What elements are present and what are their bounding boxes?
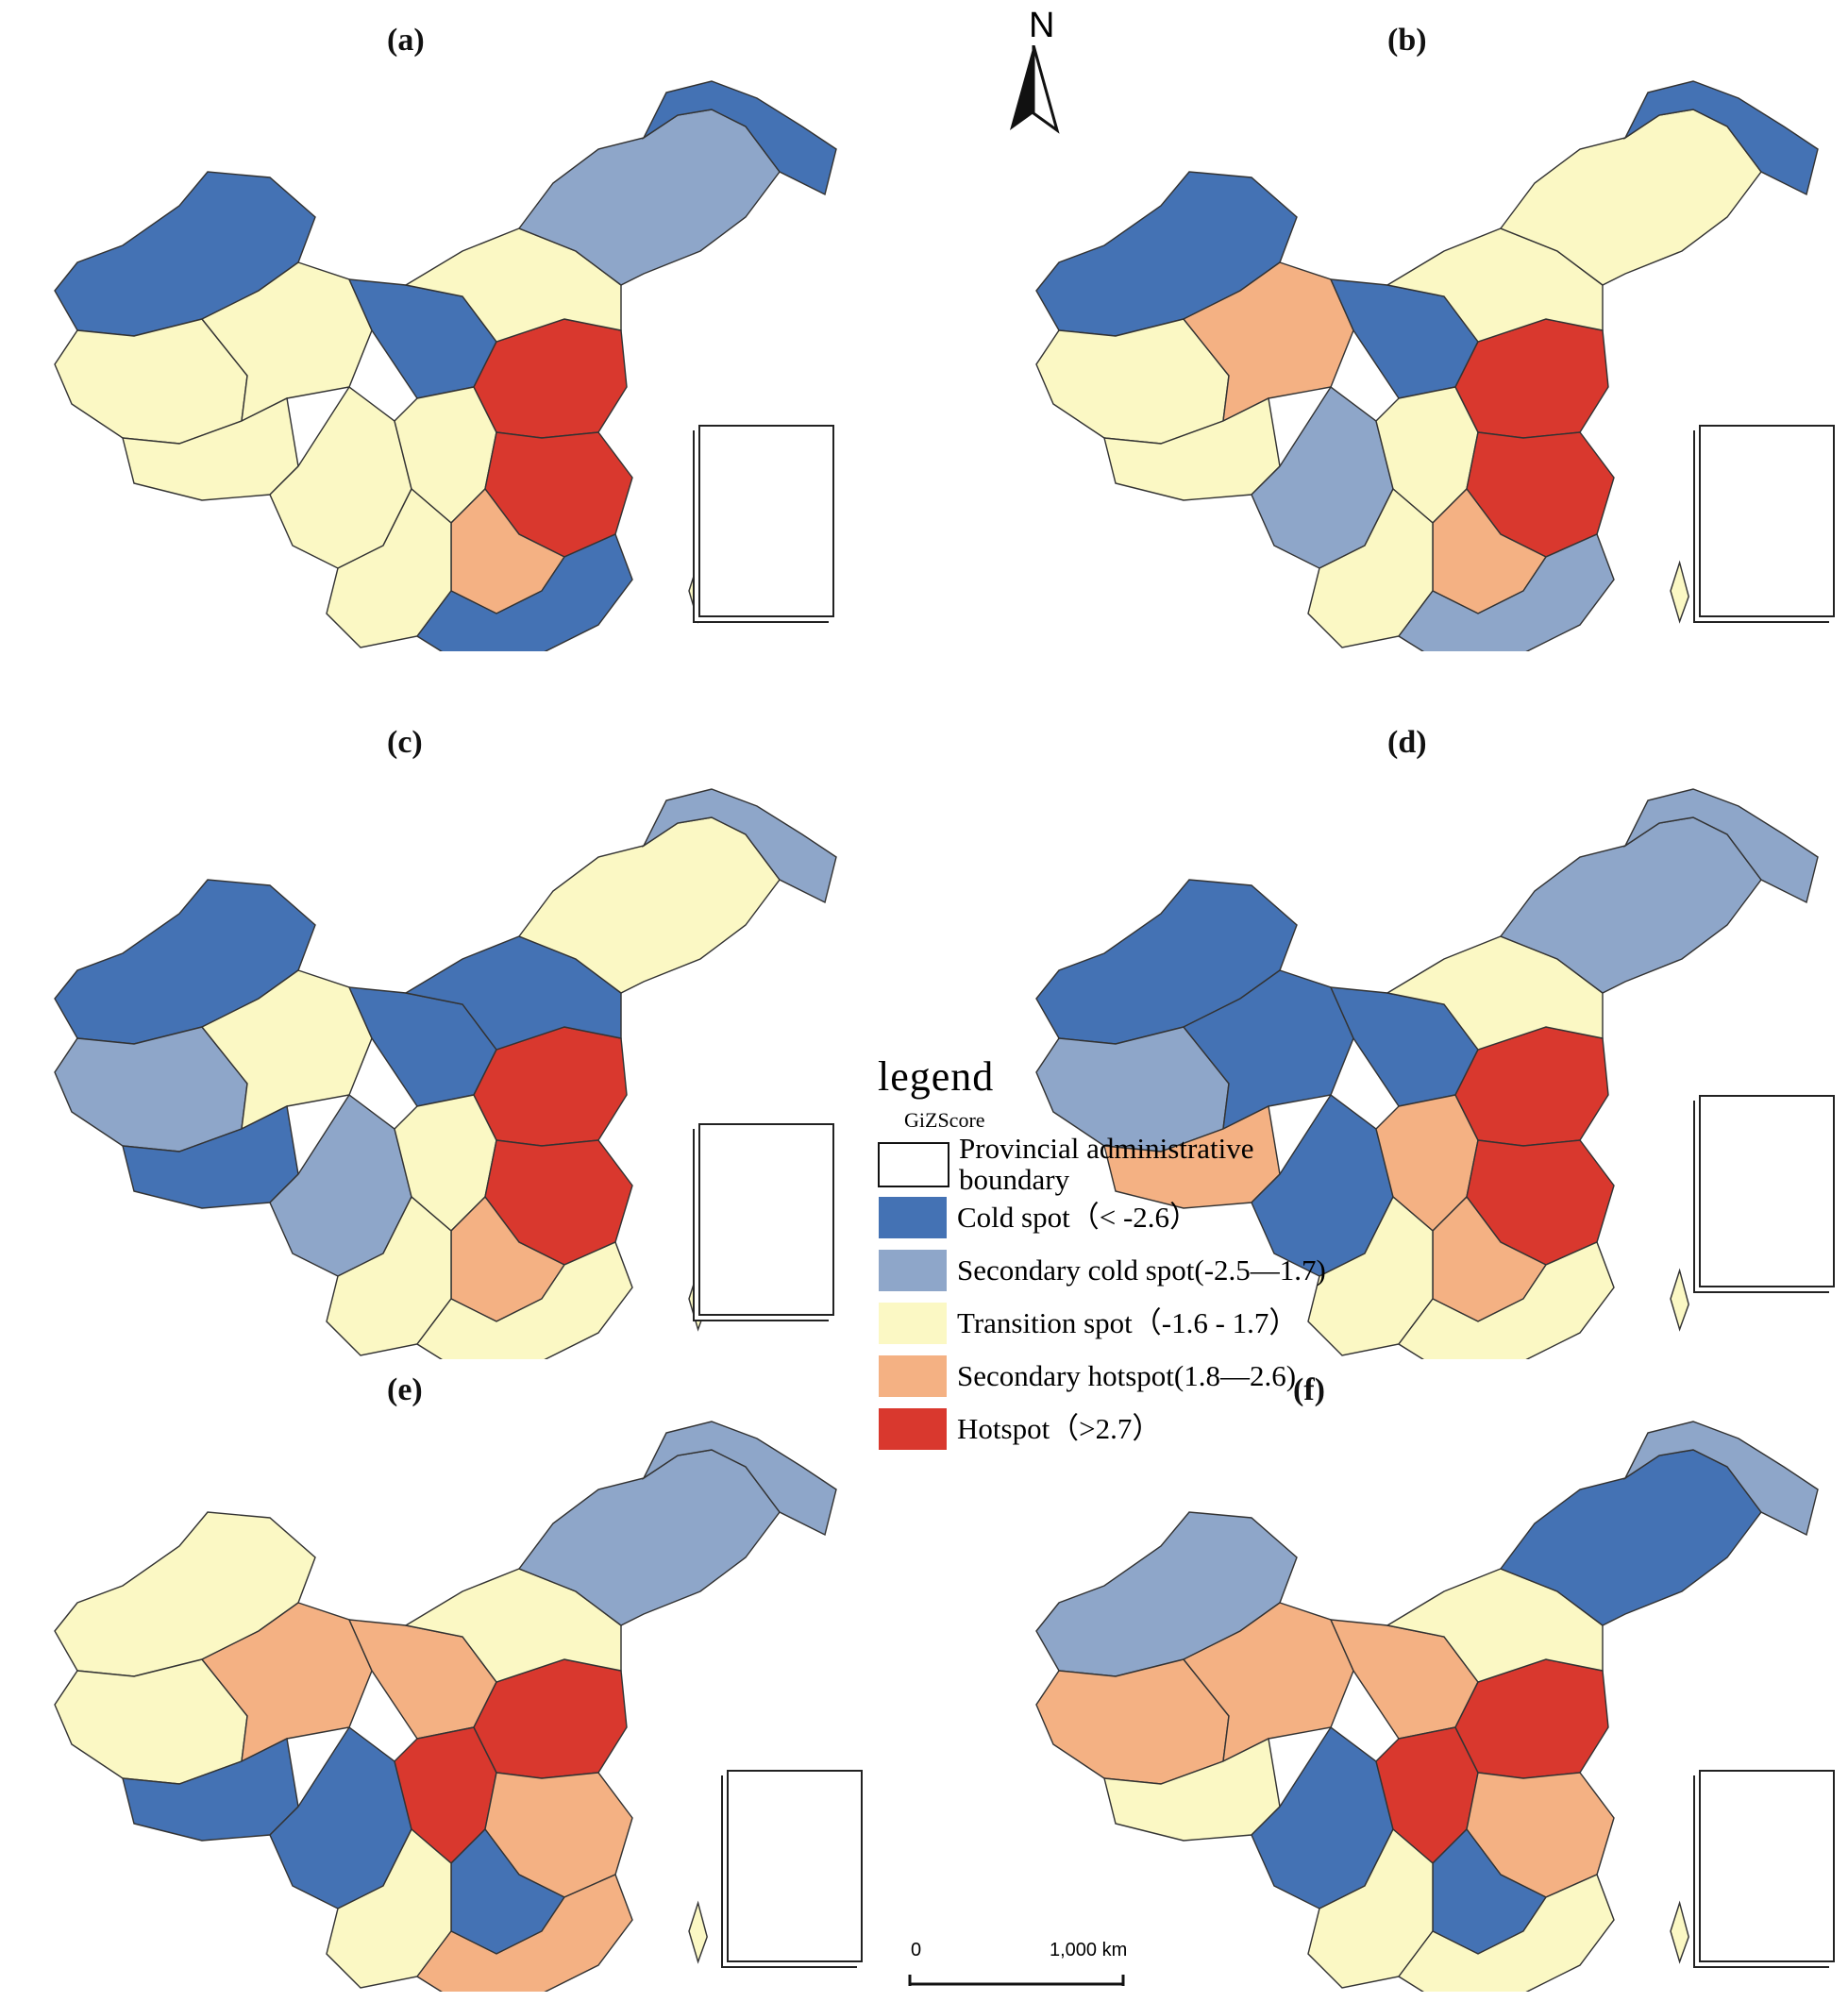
- panel-label: (c): [387, 725, 423, 760]
- south-china-sea-inset: [698, 425, 834, 617]
- province-region: [415, 1241, 633, 1359]
- legend-swatch: [878, 1354, 948, 1398]
- island: [1670, 560, 1689, 624]
- legend-item: Hotspot（>2.7）: [878, 1403, 1369, 1455]
- south-china-sea-inset: [1699, 1095, 1835, 1287]
- scale-start-label: 0: [911, 1940, 922, 1960]
- province-region: [415, 1874, 633, 1992]
- map-panel-f: (f): [991, 1350, 1840, 1992]
- south-china-sea-inset: [698, 1123, 834, 1316]
- china-map: [54, 80, 837, 651]
- province-region: [404, 935, 622, 1051]
- map-panel-e: (e): [9, 1350, 863, 1992]
- legend-label: Cold spot（< -2.6）: [957, 1200, 1200, 1234]
- province-region: [415, 533, 633, 651]
- panel-label: (a): [387, 23, 425, 58]
- province-region: [200, 1602, 373, 1763]
- province-region: [1386, 1568, 1604, 1683]
- province-region: [1397, 533, 1615, 651]
- legend-swatch: [878, 1407, 948, 1451]
- map-panel-d: (d): [991, 717, 1840, 1359]
- south-china-sea-inset: [727, 1770, 863, 1962]
- legend-label: Secondary hotspot(1.8—2.6): [957, 1358, 1297, 1392]
- province-region: [1182, 969, 1354, 1131]
- legend-swatch: [878, 1249, 948, 1292]
- province-region: [1182, 1602, 1354, 1763]
- province-region: [1623, 1421, 1819, 1537]
- province-region: [1397, 1241, 1615, 1359]
- island: [1670, 1900, 1689, 1964]
- legend-label: Provincial administrative boundary: [959, 1132, 1254, 1196]
- province-region: [642, 1421, 837, 1537]
- legend-label: Transition spot（-1.6 - 1.7）: [957, 1305, 1299, 1339]
- legend-label: Hotspot（>2.7）: [957, 1411, 1162, 1445]
- map-panel-a: (a): [9, 9, 859, 651]
- scale-bar-line: [908, 1975, 1125, 1986]
- north-label: N: [1029, 6, 1055, 45]
- province-region: [200, 261, 373, 423]
- province-region: [1623, 80, 1819, 196]
- legend-item: Secondary cold spot(-2.5—1.7): [878, 1244, 1369, 1297]
- legend-swatch: [878, 1196, 948, 1239]
- north-arrow-icon: [1010, 45, 1060, 134]
- province-region: [642, 788, 837, 904]
- map-legend: legend GiZScore Provincial administrativ…: [878, 1052, 1369, 1455]
- south-china-sea-inset: [1699, 1770, 1835, 1962]
- china-map: [54, 788, 837, 1359]
- south-china-sea-inset: [1699, 425, 1835, 617]
- legend-swatch: [878, 1302, 948, 1345]
- province-region: [1623, 788, 1819, 904]
- legend-item: Cold spot（< -2.6）: [878, 1191, 1369, 1244]
- china-map: [1035, 80, 1819, 651]
- province-region: [1397, 1874, 1615, 1992]
- legend-title: legend: [878, 1053, 995, 1100]
- panel-label: (f): [1293, 1372, 1325, 1407]
- island: [1670, 1268, 1689, 1332]
- china-map: [54, 1421, 837, 1992]
- province-region: [404, 227, 622, 343]
- province-region: [642, 80, 837, 196]
- panel-label: (e): [387, 1372, 423, 1407]
- legend-item: Transition spot（-1.6 - 1.7）: [878, 1297, 1369, 1350]
- map-panel-b: (b): [991, 9, 1840, 651]
- map-panel-c: (c): [9, 717, 859, 1359]
- province-region: [1386, 227, 1604, 343]
- legend-item: Secondary hotspot(1.8—2.6): [878, 1350, 1369, 1403]
- island: [688, 1900, 708, 1964]
- legend-subtitle: GiZScore: [904, 1108, 985, 1132]
- province-region: [200, 969, 373, 1131]
- china-map: [1035, 788, 1819, 1359]
- panel-label: (b): [1387, 23, 1427, 58]
- panel-label: (d): [1387, 725, 1427, 760]
- scale-end-label: 1,000 km: [1050, 1940, 1128, 1960]
- province-region: [1182, 261, 1354, 423]
- china-map: [1035, 1421, 1819, 1992]
- legend-swatch: [878, 1142, 949, 1187]
- province-region: [1386, 935, 1604, 1051]
- province-region: [404, 1568, 622, 1683]
- legend-item: Provincial administrative boundary: [878, 1134, 1369, 1195]
- legend-label: Secondary cold spot(-2.5—1.7): [957, 1253, 1326, 1287]
